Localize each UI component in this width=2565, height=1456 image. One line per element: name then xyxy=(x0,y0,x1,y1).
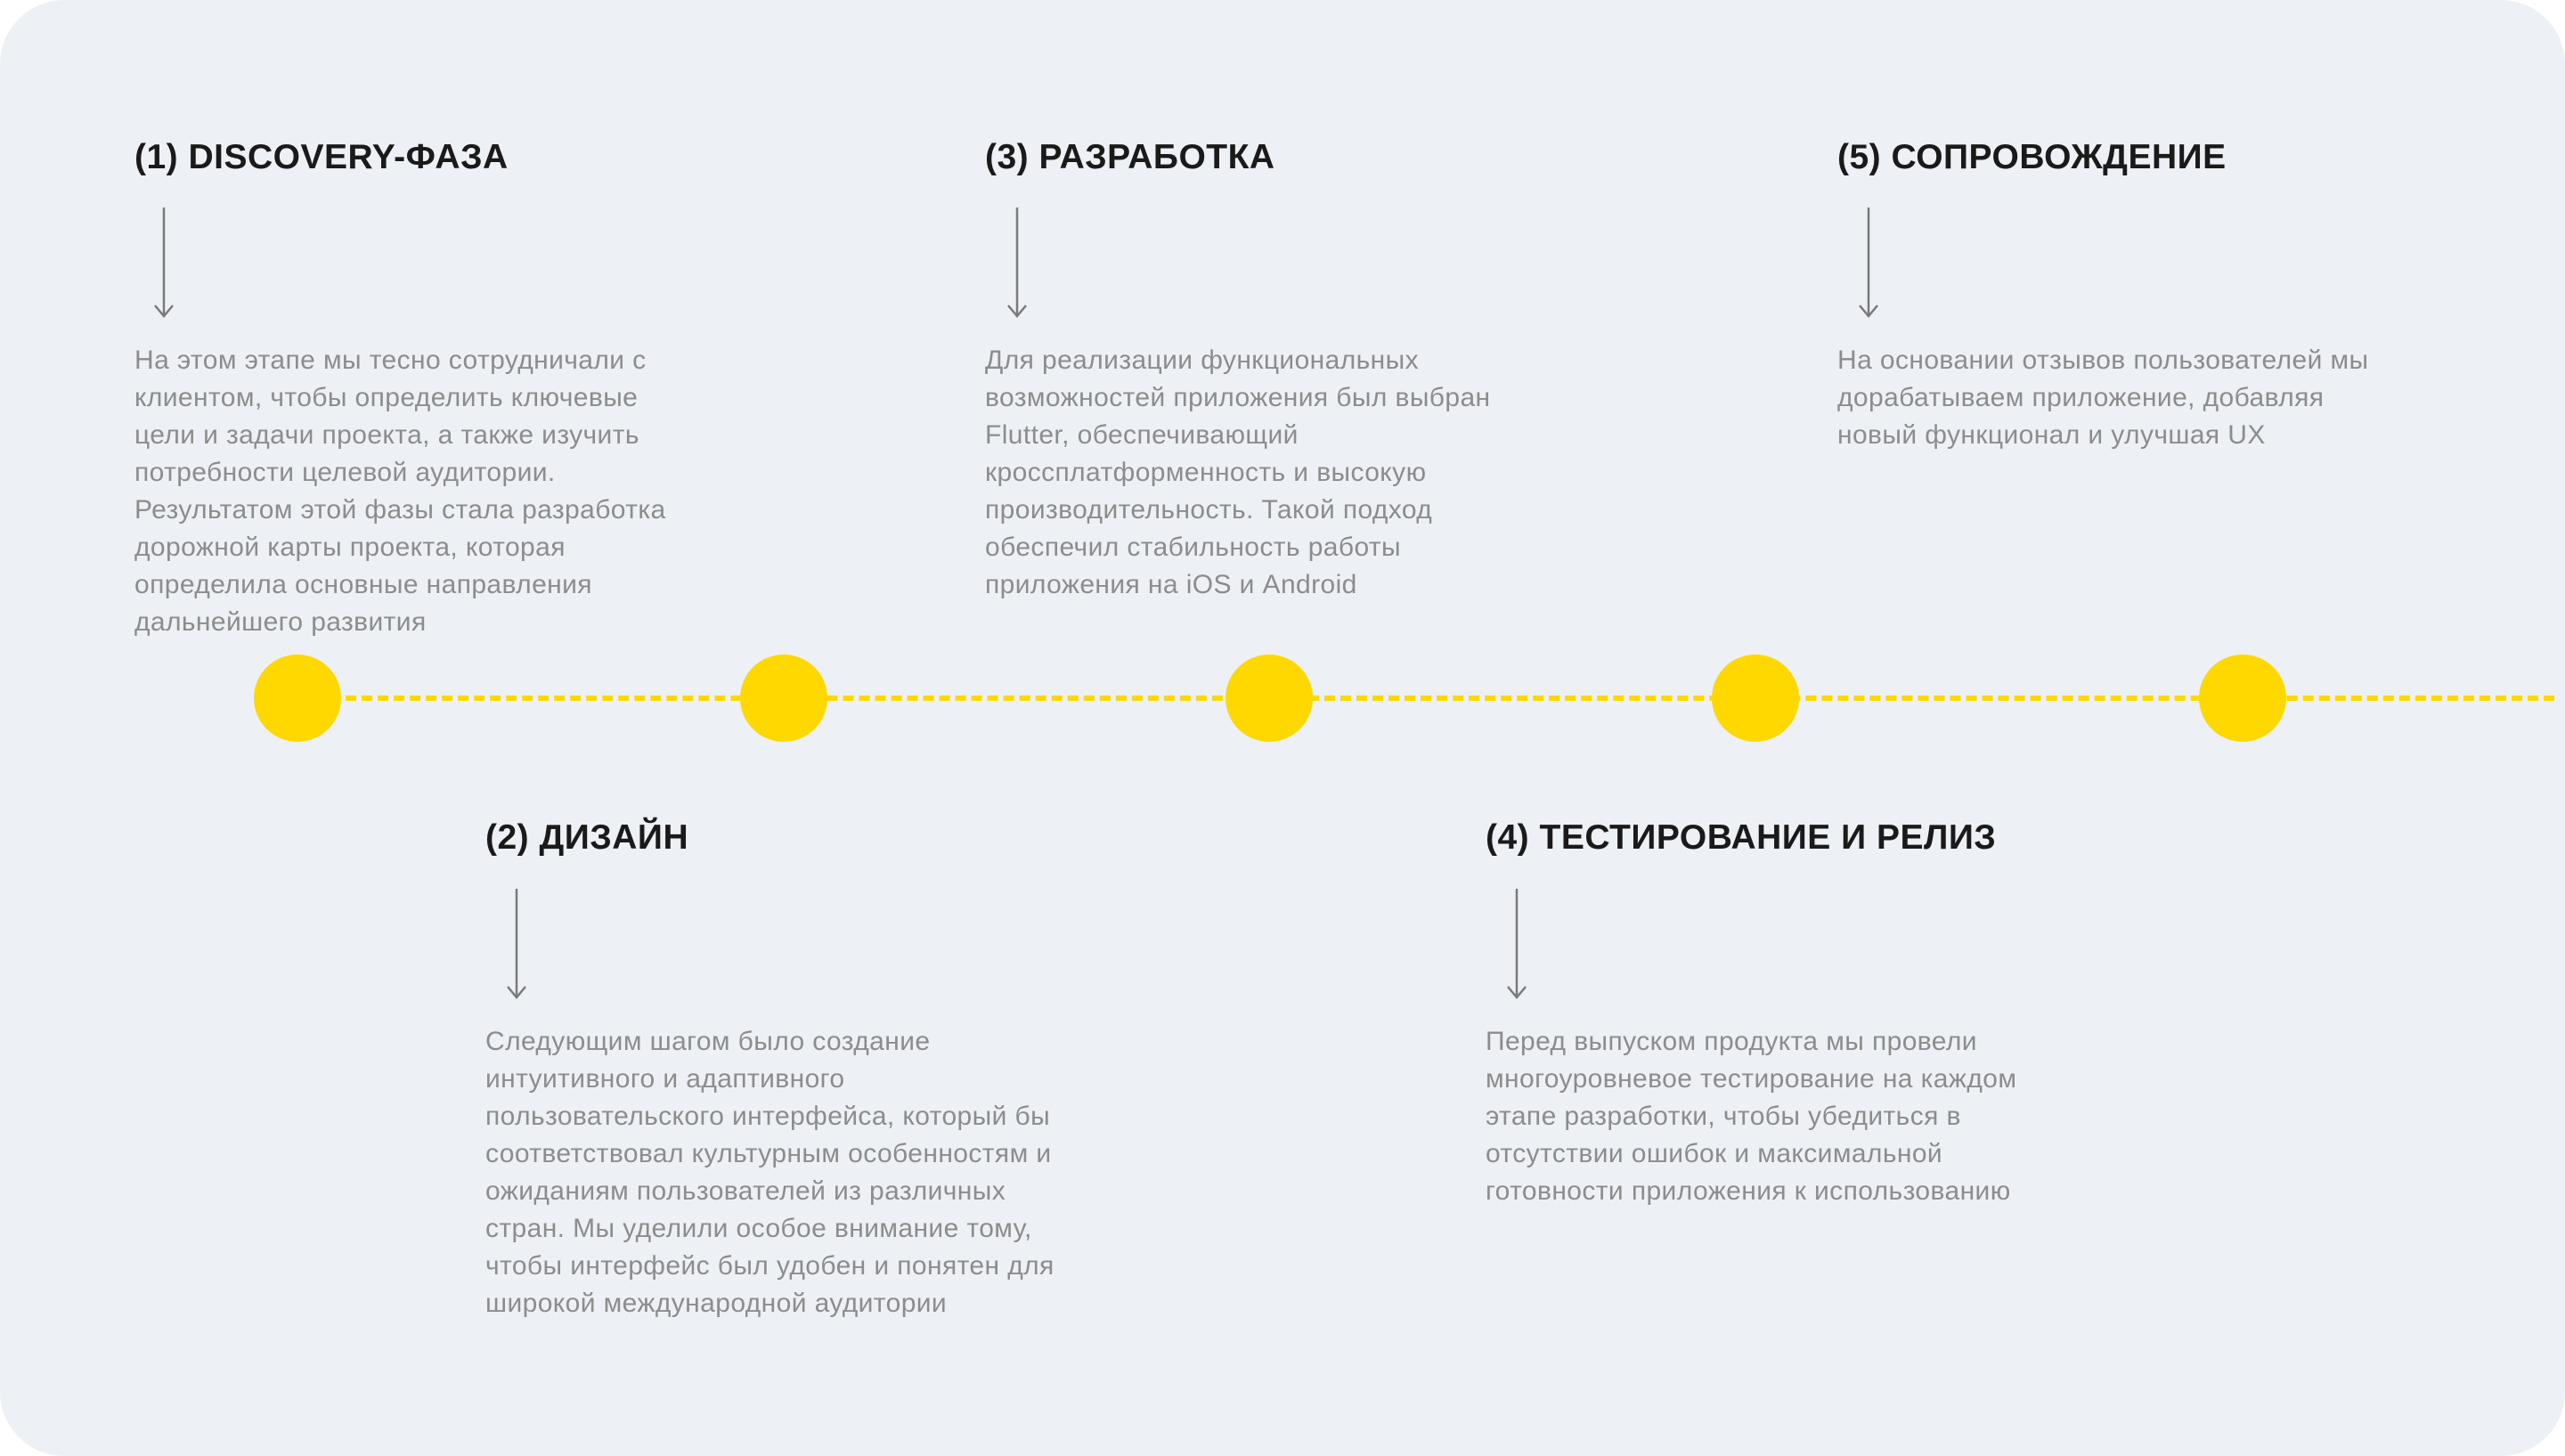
stage-description: Перед выпуском продукта мы провели многоу… xyxy=(1486,1023,2016,1210)
timeline-dot-2 xyxy=(740,655,827,742)
timeline-dashed-line xyxy=(297,695,2554,701)
description-line: новый функционал и улучшая UX xyxy=(1837,420,2266,450)
description-line: Результатом этой фазы стала разработка xyxy=(134,495,666,525)
description-line: Для реализации функциональных xyxy=(985,346,1419,375)
stage-title: (3) РАЗРАБОТКА xyxy=(985,138,1275,176)
stage-description: На этом этапе мы тесно сотрудничали с кли… xyxy=(134,342,666,641)
description-line: отсутствии ошибок и максимальной xyxy=(1486,1139,1943,1168)
description-line: Следующим шагом было создание xyxy=(485,1027,931,1056)
description-line: соответствовал культурным особенностям и xyxy=(485,1139,1052,1168)
timeline-dot-1 xyxy=(254,655,341,742)
description-line: чтобы интерфейс был удобен и понятен для xyxy=(485,1251,1054,1281)
description-line: обеспечил стабильность работы xyxy=(985,533,1401,562)
description-line: дорабатываем приложение, добавляя xyxy=(1837,383,2325,412)
description-line: широкой международной аудитории xyxy=(485,1289,948,1318)
description-line: ожиданиям пользователей из различных xyxy=(485,1176,1006,1206)
description-line: этапе разработки, чтобы убедиться в xyxy=(1486,1102,1961,1131)
stage-title: (1) DISCOVERY-ФАЗА xyxy=(134,138,509,176)
stage-title: (5) СОПРОВОЖДЕНИЕ xyxy=(1837,138,2227,176)
arrow-down-icon xyxy=(154,207,174,318)
description-line: На основании отзывов пользователей мы xyxy=(1837,346,2369,375)
arrow-down-icon xyxy=(1859,207,1878,318)
description-line: клиентом, чтобы определить ключевые xyxy=(134,383,639,412)
description-line: производительность. Такой подход xyxy=(985,495,1433,525)
description-line: цели и задачи проекта, а также изучить xyxy=(134,420,639,450)
timeline-dot-4 xyxy=(1712,655,1799,742)
description-line: кроссплатформенность и высокую xyxy=(985,458,1427,487)
description-line: пользовательского интерфейса, который бы xyxy=(485,1102,1051,1131)
description-line: многоуровневое тестирование на каждом xyxy=(1486,1064,2017,1094)
stage-description: Для реализации функциональных возможносте… xyxy=(985,342,1491,604)
arrow-down-icon xyxy=(1507,889,1527,999)
description-line: приложения на iOS и Android xyxy=(985,570,1357,599)
description-line: интуитивного и адаптивного xyxy=(485,1064,845,1094)
stage-title: (4) ТЕСТИРОВАНИЕ И РЕЛИЗ xyxy=(1486,818,1997,857)
description-line: На этом этапе мы тесно сотрудничали с xyxy=(134,346,647,375)
description-line: потребности целевой аудитории. xyxy=(134,458,556,487)
description-line: дальнейшего развития xyxy=(134,607,427,637)
description-line: дорожной карты проекта, которая xyxy=(134,533,566,562)
stage-description: Следующим шагом было создание интуитивног… xyxy=(485,1023,1054,1322)
arrow-down-icon xyxy=(507,889,526,999)
arrow-down-icon xyxy=(1007,207,1027,318)
description-line: готовности приложения к использованию xyxy=(1486,1176,2011,1206)
description-line: возможностей приложения был выбран xyxy=(985,383,1491,412)
timeline-dot-5 xyxy=(2199,655,2286,742)
stage-title: (2) ДИЗАЙН xyxy=(485,818,689,857)
description-line: определила основные направления xyxy=(134,570,592,599)
timeline-dot-3 xyxy=(1226,655,1313,742)
stage-description: На основании отзывов пользователей мы дор… xyxy=(1837,342,2368,454)
description-line: Перед выпуском продукта мы провели xyxy=(1486,1027,1977,1056)
description-line: стран. Мы уделили особое внимание тому, xyxy=(485,1214,1032,1243)
description-line: Flutter, обеспечивающий xyxy=(985,420,1299,450)
